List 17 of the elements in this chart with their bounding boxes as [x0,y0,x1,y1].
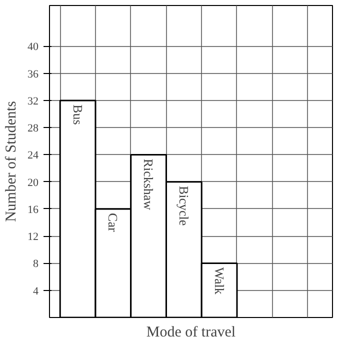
x-tick-label: Car [106,213,121,232]
y-tick-label: 8 [33,258,39,270]
y-tick-label: 4 [33,285,39,298]
y-tick-label: 36 [28,68,39,80]
y-tick-label: 40 [28,41,39,54]
y-tick-label: 12 [28,231,38,244]
x-tick-label: Rickshaw [141,158,156,211]
x-axis-title: Mode of travel [146,324,236,340]
y-tick-label: 20 [28,176,39,189]
y-axis-title: Number of Students [4,100,20,222]
y-tick-label: 28 [28,122,39,135]
y-tick-label: 32 [28,95,38,108]
y-tick-label: 24 [28,150,39,162]
x-tick-label: Walk [212,267,227,295]
x-tick-label: Bicycle [176,186,192,226]
y-tick-label: 16 [28,204,39,216]
x-tick-label: Bus [70,104,86,125]
